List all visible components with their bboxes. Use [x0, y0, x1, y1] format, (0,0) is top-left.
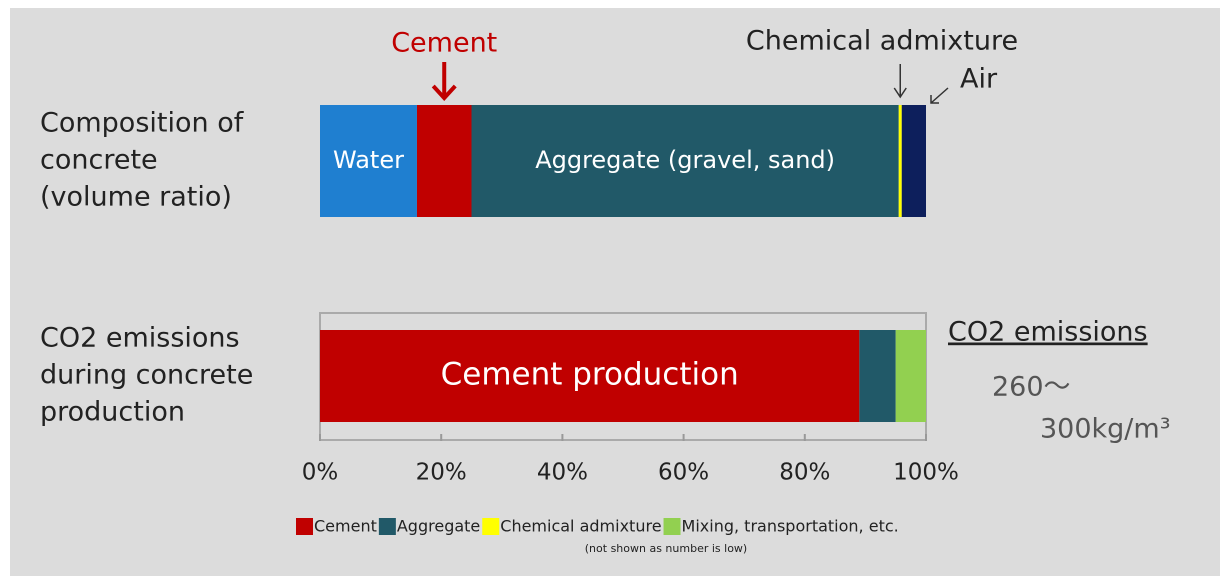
legend-label: Cement [314, 517, 377, 536]
legend-swatch [482, 518, 500, 535]
callout-arrow [431, 62, 457, 101]
callout-arrow [893, 64, 907, 99]
bar-segment [320, 330, 860, 422]
segment-label: Water [333, 146, 404, 174]
row-label: production [40, 397, 185, 428]
bar-segment [859, 330, 896, 422]
legend-swatch [296, 518, 313, 535]
x-tick-label: 20% [416, 460, 467, 486]
bar-segment [320, 105, 417, 217]
callout-arrow [930, 87, 949, 104]
row-label: Composition of [40, 108, 245, 139]
legend-swatch [378, 518, 396, 535]
legend-swatch [663, 518, 681, 535]
row-label: CO2 emissions [40, 323, 240, 354]
x-tick-label: 60% [658, 460, 709, 486]
legend-label: Aggregate [397, 517, 480, 536]
side-title: CO2 emissions [948, 317, 1148, 348]
bar-segment [895, 330, 926, 422]
side-value: 260～ [992, 372, 1071, 403]
segment-label: Cement production [441, 357, 739, 393]
callout-label: Cement [391, 28, 497, 59]
x-tick-label: 80% [779, 460, 830, 486]
bar-segment [898, 105, 902, 217]
legend-note: (not shown as number is low) [585, 542, 747, 555]
bar-segment [901, 105, 926, 217]
row-label: concrete [40, 145, 158, 176]
x-tick-label: 0% [302, 460, 339, 486]
bar-segment [416, 105, 472, 217]
row-label: (volume ratio) [40, 182, 232, 213]
segment-label: Aggregate (gravel, sand) [535, 146, 835, 174]
x-tick-label: 100% [893, 460, 959, 486]
row-label: during concrete [40, 360, 253, 391]
callout-label: Chemical admixture [746, 26, 1018, 57]
bar-segment [471, 105, 899, 217]
background [10, 8, 1220, 576]
callout-label: Air [960, 64, 998, 95]
legend-label: Mixing, transportation, etc. [682, 517, 899, 536]
side-value: 300kg/m³ [1040, 414, 1171, 445]
x-tick-label: 40% [537, 460, 588, 486]
legend-label: Chemical admixture [500, 517, 661, 536]
